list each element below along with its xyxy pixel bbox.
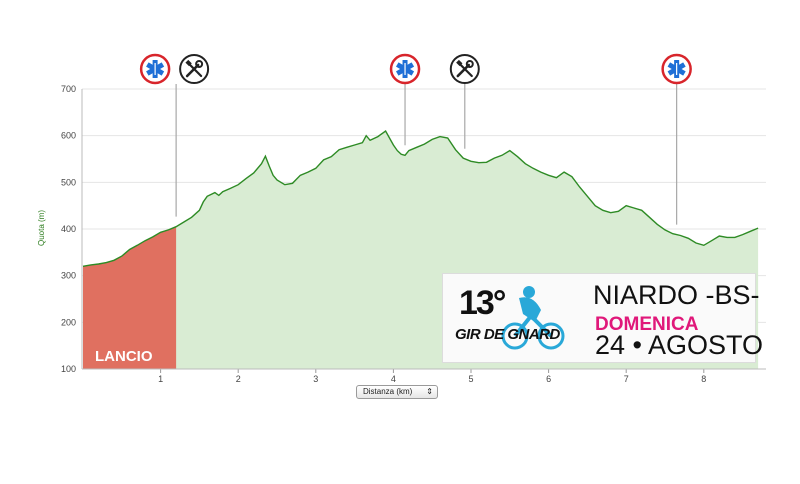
medical-icon — [661, 53, 692, 85]
event-banner: 13° GIR DE GNARD NIARDO -BS- DOMENICA 24… — [442, 273, 763, 363]
tools-icon — [179, 54, 210, 84]
y-tick-label: 300 — [61, 271, 76, 281]
y-tick-label: 700 — [61, 84, 76, 94]
event-name: GIR DE GNARD — [455, 326, 560, 343]
axes: 100 200 300 400 500 600 700 1 2 3 4 5 6 7 8 — [61, 84, 766, 384]
y-tick-label: 200 — [61, 317, 76, 327]
y-axis-label: Quota (m) — [37, 210, 46, 246]
x-tick-label: 7 — [624, 374, 629, 384]
cyclist-icon — [501, 286, 565, 350]
event-location: NIARDO -BS- — [593, 280, 760, 310]
y-tick-label: 500 — [61, 177, 76, 187]
tools-icon-handle — [456, 59, 463, 67]
x-axis-selector[interactable]: Distanza (km) ⇕ — [356, 385, 438, 399]
medical-icon-staff — [676, 63, 678, 75]
y-tick-label: 600 — [61, 131, 76, 141]
event-date: 24 • AGOSTO — [595, 330, 764, 360]
tools-icon-wrench-head — [195, 60, 204, 68]
lancio-label: LANCIO — [95, 348, 153, 365]
chevron-updown-icon: ⇕ — [426, 387, 433, 396]
y-tick-label: 400 — [61, 224, 76, 234]
medical-icon-star — [146, 60, 165, 78]
y-tick-label: 100 — [61, 364, 76, 374]
medical-icon-staff — [154, 63, 156, 75]
x-tick-label: 1 — [158, 374, 163, 384]
aid-station-markers — [139, 53, 692, 225]
tools-icon-screwdriver — [189, 63, 203, 78]
x-tick-label: 3 — [313, 374, 318, 384]
tools-icon-wrench — [185, 63, 200, 78]
event-day: DOMENICA — [595, 314, 699, 335]
tools-icon-handle — [185, 59, 192, 67]
x-tick-label: 5 — [468, 374, 473, 384]
tools-icon-screwdriver — [459, 63, 473, 78]
x-tick-label: 2 — [236, 374, 241, 384]
x-tick-label: 6 — [546, 374, 551, 384]
x-tick-label: 8 — [701, 374, 706, 384]
medical-icon — [139, 53, 171, 85]
medical-icon-star — [395, 60, 415, 78]
lancio-area — [83, 226, 177, 369]
medical-icon-star — [667, 60, 686, 78]
profile-line — [82, 129, 759, 267]
tools-icon-wrench-head — [465, 60, 474, 68]
tools-icon-wrench — [456, 63, 471, 78]
medical-icon-staff — [404, 63, 406, 75]
x-axis-selector-label: Distanza (km) — [363, 387, 413, 396]
edition-number: 13° — [459, 284, 506, 322]
event-logo: 13° GIR DE GNARD — [453, 280, 583, 356]
tools-icon — [449, 54, 480, 84]
x-tick-label: 4 — [391, 374, 396, 384]
medical-icon — [389, 53, 421, 85]
